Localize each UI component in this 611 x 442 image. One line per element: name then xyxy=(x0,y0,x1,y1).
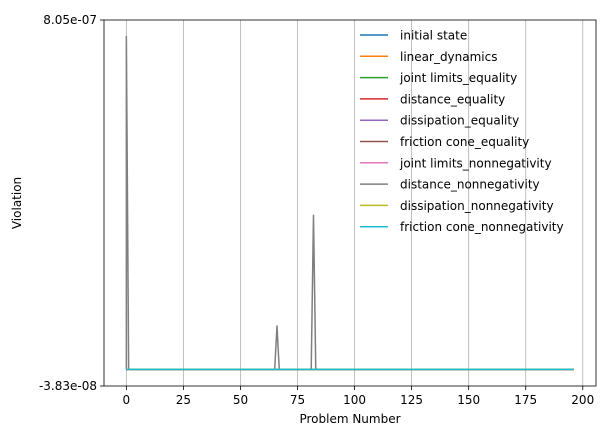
plot-frame xyxy=(103,19,597,387)
legend-label: dissipation_nonnegativity xyxy=(400,199,554,213)
legend-entry: friction cone_nonnegativity xyxy=(360,220,564,234)
legend-label: dissipation_equality xyxy=(400,114,519,128)
legend-label: joint limits_equality xyxy=(399,71,517,85)
legend-entry: distance_nonnegativity xyxy=(360,178,540,192)
x-tick-label: 0 xyxy=(123,393,131,407)
y-axis-label: Violation xyxy=(10,177,24,229)
legend-entry: joint limits_equality xyxy=(360,71,517,85)
x-axis-label: Problem Number xyxy=(299,412,400,426)
legend-label: distance_nonnegativity xyxy=(400,178,540,192)
legend-entry: initial state xyxy=(360,29,467,43)
legend-entry: linear_dynamics xyxy=(360,50,498,64)
x-tick-label: 200 xyxy=(571,393,594,407)
legend-label: initial state xyxy=(400,29,467,43)
x-tick-label: 125 xyxy=(400,393,423,407)
series-line-distance-nonnegativity xyxy=(125,35,574,371)
legend-entry: joint limits_nonnegativity xyxy=(360,156,552,170)
x-tick-label: 75 xyxy=(290,393,305,407)
y-tick-label: 8.05e-07 xyxy=(43,13,97,27)
legend-entry: dissipation_nonnegativity xyxy=(360,199,554,213)
x-tick-label: 175 xyxy=(514,393,537,407)
legend-label: distance_equality xyxy=(400,92,505,106)
x-tick-label: 50 xyxy=(233,393,248,407)
legend-entry: friction cone_equality xyxy=(360,135,529,149)
x-tick-label: 25 xyxy=(176,393,191,407)
legend-label: linear_dynamics xyxy=(400,50,498,64)
legend-label: friction cone_nonnegativity xyxy=(400,220,564,234)
legend-label: joint limits_nonnegativity xyxy=(399,156,552,170)
series-lines xyxy=(125,35,574,371)
legend-entry: dissipation_equality xyxy=(360,114,519,128)
legend-entry: distance_equality xyxy=(360,92,505,106)
x-axis: 0 25 50 75 100 125 150 175 200 xyxy=(123,386,594,407)
grid xyxy=(125,20,584,386)
x-tick-label: 100 xyxy=(343,393,366,407)
legend-label: friction cone_equality xyxy=(400,135,529,149)
y-axis: -3.83e-08 8.05e-07 xyxy=(39,13,104,393)
x-tick-label: 150 xyxy=(457,393,480,407)
y-tick-label: -3.83e-08 xyxy=(39,379,97,393)
